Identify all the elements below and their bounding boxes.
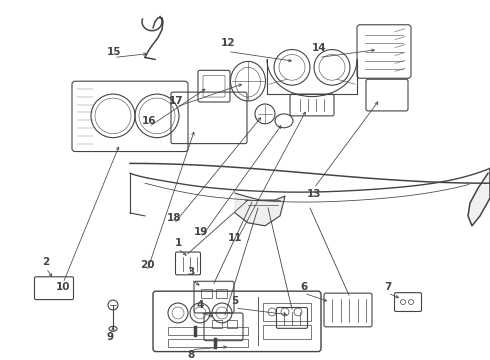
Text: 15: 15: [107, 46, 121, 57]
Bar: [168, 339, 248, 347]
Text: 8: 8: [187, 350, 195, 360]
Text: 16: 16: [142, 116, 156, 126]
Text: 19: 19: [194, 227, 208, 237]
Text: 3: 3: [187, 267, 195, 277]
Text: 10: 10: [56, 282, 70, 292]
Text: 17: 17: [169, 96, 183, 106]
Text: 13: 13: [307, 189, 321, 199]
Bar: [263, 325, 311, 339]
Polygon shape: [235, 193, 285, 226]
Bar: [227, 320, 237, 328]
Text: 18: 18: [167, 213, 181, 223]
Text: 6: 6: [300, 282, 308, 292]
Bar: [168, 327, 248, 335]
Text: 11: 11: [228, 233, 242, 243]
Bar: [212, 320, 222, 328]
Bar: [201, 289, 212, 298]
Text: 7: 7: [384, 282, 392, 292]
Text: 20: 20: [140, 260, 154, 270]
Text: 14: 14: [312, 42, 326, 53]
Bar: [216, 289, 227, 298]
Text: 5: 5: [231, 296, 239, 306]
Text: 12: 12: [221, 37, 235, 48]
Polygon shape: [468, 168, 490, 226]
Text: 4: 4: [196, 300, 204, 310]
Text: 9: 9: [106, 332, 114, 342]
Text: 2: 2: [42, 257, 49, 267]
Bar: [263, 303, 311, 321]
Text: 1: 1: [174, 238, 182, 248]
